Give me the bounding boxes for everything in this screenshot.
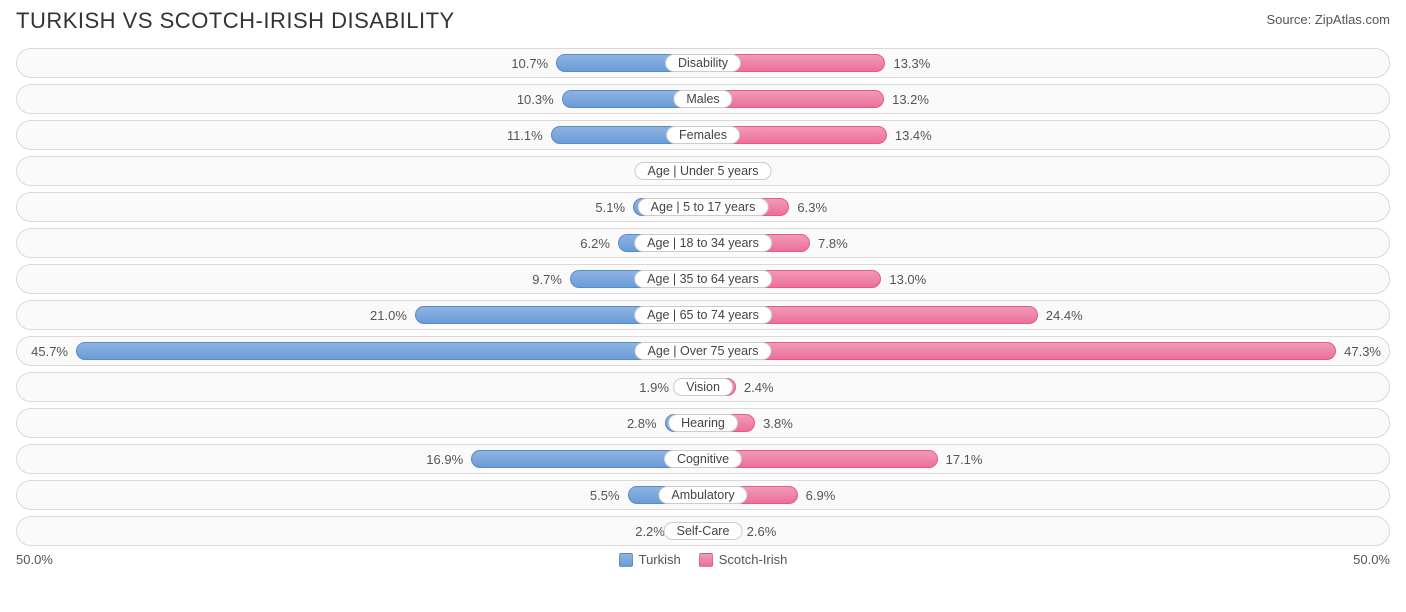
legend-label-turkish: Turkish [639,552,681,567]
value-label-right: 6.9% [798,488,844,503]
legend-item-left: Turkish [619,552,681,567]
category-label: Age | 5 to 17 years [638,198,769,216]
category-label: Age | Under 5 years [635,162,772,180]
category-label: Cognitive [664,450,742,468]
value-label-left: 21.0% [362,308,415,323]
value-label-right: 7.8% [810,236,856,251]
value-label-right: 3.8% [755,416,801,431]
value-label-right: 13.3% [885,56,938,71]
category-label: Vision [673,378,733,396]
legend: Turkish Scotch-Irish [619,552,788,567]
chart-row: 21.0% 24.4% Age | 65 to 74 years [16,300,1390,330]
chart-row: 6.2% 7.8% Age | 18 to 34 years [16,228,1390,258]
axis-right-max: 50.0% [1353,552,1390,567]
value-label-left: 45.7% [23,344,76,359]
legend-swatch-scotch-irish [699,553,713,567]
source-attribution: Source: ZipAtlas.com [1266,12,1390,27]
category-label: Self-Care [664,522,743,540]
legend-swatch-turkish [619,553,633,567]
value-label-right: 47.3% [1336,344,1389,359]
value-label-right: 2.6% [739,524,785,539]
legend-label-scotch-irish: Scotch-Irish [719,552,788,567]
bar-right [703,342,1336,360]
value-label-left: 2.8% [619,416,665,431]
category-label: Age | 35 to 64 years [634,270,772,288]
chart-row: 9.7% 13.0% Age | 35 to 64 years [16,264,1390,294]
value-label-left: 9.7% [524,272,570,287]
category-label: Age | 65 to 74 years [634,306,772,324]
value-label-left: 5.1% [587,200,633,215]
category-label: Males [673,90,732,108]
value-label-left: 16.9% [418,452,471,467]
value-label-left: 1.9% [631,380,677,395]
chart-title: TURKISH VS SCOTCH-IRISH DISABILITY [16,8,455,34]
chart-row: 2.8% 3.8% Hearing [16,408,1390,438]
chart-row: 5.1% 6.3% Age | 5 to 17 years [16,192,1390,222]
value-label-left: 10.7% [503,56,556,71]
value-label-left: 11.1% [499,128,551,143]
value-label-right: 13.4% [887,128,940,143]
axis-left-max: 50.0% [16,552,53,567]
category-label: Ambulatory [658,486,747,504]
chart-row: 1.1%1.7%Age | Under 5 years [16,156,1390,186]
value-label-right: 17.1% [938,452,991,467]
chart-row: 1.9% 2.4%Vision [16,372,1390,402]
value-label-right: 6.3% [789,200,835,215]
category-label: Hearing [668,414,738,432]
chart-row: 5.5% 6.9% Ambulatory [16,480,1390,510]
value-label-right: 2.4% [736,380,782,395]
bar-left [76,342,703,360]
value-label-left: 6.2% [572,236,618,251]
chart-row: 16.9% 17.1% Cognitive [16,444,1390,474]
category-label: Age | Over 75 years [635,342,772,360]
chart-row: 10.3% 13.2% Males [16,84,1390,114]
chart-row: 10.7% 13.3% Disability [16,48,1390,78]
chart-row: 2.2%2.6%Self-Care [16,516,1390,546]
category-label: Females [666,126,740,144]
legend-item-right: Scotch-Irish [699,552,788,567]
value-label-right: 13.0% [881,272,934,287]
value-label-left: 10.3% [509,92,562,107]
value-label-right: 13.2% [884,92,937,107]
chart-row: 11.1% 13.4% Females [16,120,1390,150]
chart-row: 45.7% 47.3% Age | Over 75 years [16,336,1390,366]
value-label-right: 24.4% [1038,308,1091,323]
category-label: Age | 18 to 34 years [634,234,772,252]
category-label: Disability [665,54,741,72]
diverging-bar-chart: 10.7% 13.3% Disability 10.3% 13.2% Males 11.1%… [16,48,1390,546]
value-label-left: 5.5% [582,488,628,503]
